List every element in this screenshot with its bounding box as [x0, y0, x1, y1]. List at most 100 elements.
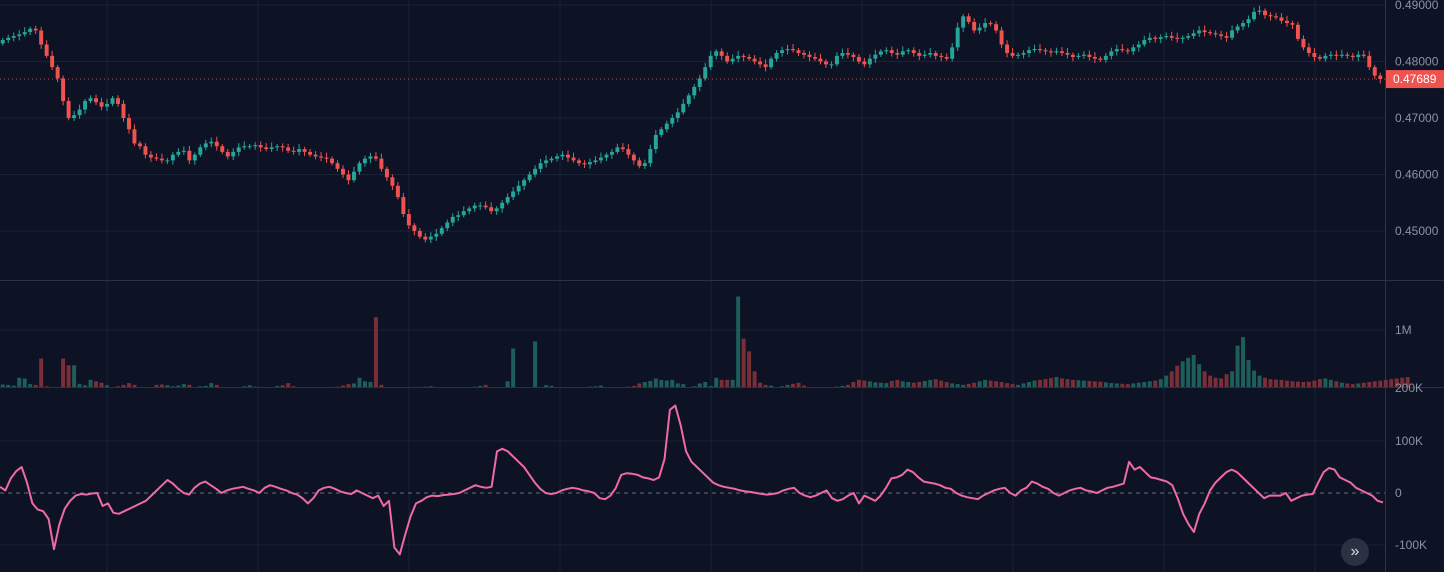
volume-bar: [1043, 379, 1048, 387]
volume-bar: [862, 380, 867, 387]
candle-body: [895, 53, 900, 55]
candle-body: [834, 55, 839, 65]
volume-bar: [533, 341, 538, 387]
candle-body: [829, 64, 834, 66]
candle-body: [1142, 40, 1147, 45]
volume-bar: [77, 383, 82, 387]
volume-bar: [1197, 364, 1202, 387]
candle-body: [423, 236, 428, 240]
volume-bar: [664, 380, 669, 387]
candle-body: [324, 157, 329, 159]
volume-bar: [511, 348, 516, 387]
volume-bar: [681, 384, 686, 387]
volume-bar: [697, 383, 702, 387]
candle-body: [1125, 50, 1130, 52]
candle-body: [461, 211, 466, 216]
candle-body: [181, 150, 186, 152]
candle-body: [110, 98, 115, 104]
volume-tick-label: 200K: [1395, 381, 1423, 395]
candle-body: [1076, 55, 1081, 57]
scroll-to-latest-button[interactable]: »: [1341, 538, 1369, 566]
volume-bar: [83, 385, 88, 387]
volume-bar: [505, 381, 510, 387]
candle-body: [1164, 36, 1169, 38]
volume-bar: [889, 380, 894, 387]
candle-body: [72, 115, 77, 118]
volume-bar: [1257, 375, 1262, 387]
volume-bar: [1202, 371, 1207, 387]
volume-bar: [1279, 379, 1284, 387]
candle-body: [944, 56, 949, 59]
volume-bar: [675, 383, 680, 387]
candle-body: [922, 54, 927, 56]
candle-body: [1339, 54, 1344, 56]
candle-body: [165, 160, 170, 162]
candle-body: [813, 56, 817, 59]
candle-body: [823, 61, 828, 65]
volume-bar: [653, 378, 658, 387]
volume-bar: [72, 365, 77, 387]
candle-body: [675, 112, 680, 118]
volume-bar: [1235, 345, 1240, 387]
volume-bar: [867, 381, 872, 387]
candle-body: [1070, 54, 1075, 57]
volume-bar: [1301, 382, 1306, 387]
candle-body: [730, 58, 735, 62]
candle-body: [983, 23, 988, 28]
candle-body: [1032, 49, 1037, 51]
volume-bar: [780, 386, 785, 387]
volume-bars: [0, 296, 1410, 387]
volume-bar: [1213, 377, 1218, 387]
candle-body: [533, 168, 538, 175]
candle-body: [77, 109, 82, 116]
candle-body: [763, 64, 768, 68]
volume-bar: [198, 386, 203, 387]
candle-body: [373, 156, 378, 159]
volume-bar: [242, 386, 247, 387]
volume-bar: [159, 384, 164, 387]
volume-bar: [544, 385, 549, 387]
candle-body: [439, 228, 444, 234]
volume-bar: [796, 382, 801, 387]
volume-bar: [176, 385, 181, 387]
candle-body: [99, 102, 104, 107]
candle-body: [950, 47, 955, 59]
volume-bar: [1092, 381, 1097, 387]
volume-bar: [1038, 379, 1042, 387]
candle-body: [917, 53, 922, 56]
volume-bar: [659, 379, 664, 387]
oscillator-tick-label: 0: [1395, 486, 1402, 500]
volume-bar: [933, 379, 938, 387]
volume-bar: [1125, 384, 1130, 387]
volume-bar: [116, 386, 120, 387]
volume-bar: [1136, 382, 1141, 387]
volume-bar: [362, 381, 367, 387]
volume-bar: [758, 382, 763, 387]
candle-body: [1312, 53, 1317, 57]
volume-bar: [17, 377, 22, 387]
volume-bar: [983, 379, 988, 387]
candle-body: [302, 149, 307, 152]
candle-body: [1361, 54, 1366, 56]
volume-bar: [1087, 380, 1092, 387]
candles: [0, 5, 1383, 244]
candle-body: [1054, 51, 1059, 53]
candle-body: [33, 28, 38, 31]
candle-body: [867, 58, 872, 65]
candle-body: [352, 171, 356, 181]
candle-body: [511, 191, 516, 198]
volume-bar: [703, 382, 708, 387]
candle-body: [648, 149, 653, 164]
candle-body: [1328, 54, 1333, 56]
candle-body: [796, 50, 801, 54]
candle-body: [1290, 23, 1295, 25]
candle-body: [593, 160, 598, 163]
volume-bar: [1153, 380, 1158, 387]
candle-body: [527, 174, 532, 181]
candle-body: [390, 177, 395, 186]
volume-bar: [1180, 361, 1185, 387]
candle-body: [516, 185, 521, 192]
